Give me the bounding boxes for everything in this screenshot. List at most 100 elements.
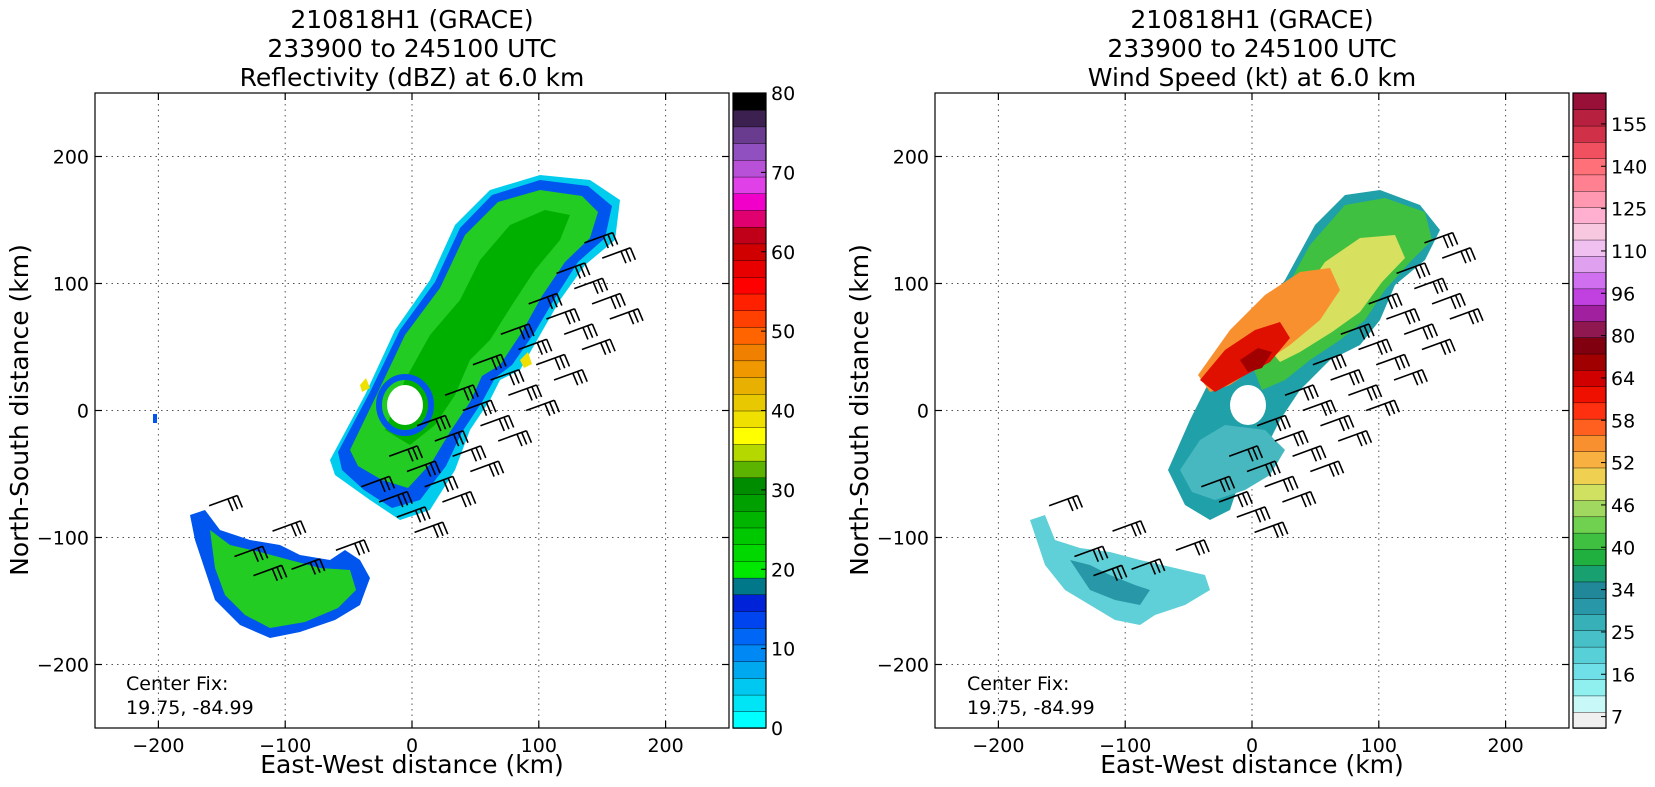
- colorbar-tick-label: 0: [771, 718, 783, 740]
- panel-title-line2: 233900 to 245100 UTC: [267, 34, 556, 63]
- eyewall-ring: [376, 374, 434, 436]
- x-tick-label: 100: [1361, 735, 1397, 757]
- wind-barb: [378, 490, 413, 508]
- colorbar-tick-label: 25: [1611, 622, 1635, 644]
- colorbar-segment: [732, 610, 767, 629]
- wind-barb: [406, 460, 441, 477]
- colorbar-segment: [1572, 646, 1607, 664]
- colorbar-tick-label: 46: [1611, 495, 1635, 517]
- y-tick-label: 0: [77, 401, 89, 423]
- wind-barb: [442, 490, 477, 508]
- colorbar-segment: [732, 677, 767, 696]
- x-tick-label: 200: [647, 735, 683, 757]
- colorbar-segment: [732, 477, 767, 495]
- colorbar-segment: [1572, 467, 1607, 485]
- panel-title-line1: 210818H1 (GRACE): [290, 5, 533, 34]
- colorbar-segment: [732, 343, 767, 362]
- colorbar-segment: [732, 259, 767, 278]
- wind-barb: [1218, 490, 1253, 508]
- panel-title-line3: Reflectivity (dBZ) at 6.0 km: [240, 63, 585, 92]
- colorbar-segment: [732, 577, 767, 596]
- wind-barb: [470, 460, 505, 477]
- wind-barb: [1403, 323, 1439, 340]
- colorbar-segment: [1572, 418, 1607, 436]
- wind-barb: [462, 399, 497, 416]
- y-tick-label: 200: [53, 147, 89, 169]
- wind-barb: [584, 231, 619, 249]
- colorbar-segment: [1572, 597, 1607, 615]
- wind-barb: [1074, 545, 1109, 562]
- y-tick-label: 200: [893, 147, 929, 169]
- wind-barb: [1348, 384, 1383, 401]
- colorbar-segment: [732, 109, 767, 128]
- wind-barb: [563, 323, 599, 340]
- wind-barb: [1368, 292, 1403, 310]
- colorbar-segment: [732, 510, 767, 529]
- colorbar-tick-label: 16: [1611, 664, 1635, 686]
- wind-dark-red-max: [1240, 348, 1272, 372]
- wind-barb: [497, 429, 533, 447]
- center-fix-value: 19.75, -84.99: [126, 697, 254, 719]
- colorbar-segment: [1572, 337, 1607, 355]
- y-tick-label: −200: [37, 655, 89, 677]
- colorbar-segment: [732, 543, 767, 562]
- wind-barb: [480, 414, 515, 432]
- wind-barb: [518, 338, 553, 355]
- colorbar-segment: [1572, 223, 1607, 241]
- wind-barb: [1431, 292, 1466, 310]
- colorbar-segment: [1572, 695, 1607, 713]
- colorbar-segment: [1572, 304, 1607, 322]
- colorbar-segment: [1572, 92, 1607, 110]
- colorbar-segment: [1572, 662, 1607, 680]
- wind-barb: [546, 308, 581, 325]
- wind-barb: [508, 384, 543, 401]
- colorbar-segment: [1572, 174, 1607, 192]
- colorbar-tick-label: 155: [1611, 114, 1647, 136]
- colorbar-tick-label: 96: [1611, 283, 1635, 305]
- colorbar-segment: [1572, 288, 1607, 306]
- wind-barb: [1048, 494, 1084, 512]
- eye: [387, 385, 423, 425]
- colorbar-segment: [1572, 141, 1607, 159]
- y-axis-label: North-South distance (km): [845, 244, 874, 576]
- colorbar-tick-label: 30: [771, 480, 795, 502]
- wind-barb: [1264, 475, 1299, 493]
- wind-barb: [1340, 323, 1375, 340]
- grid-lines: [935, 93, 1569, 728]
- colorbar-segment: [732, 142, 767, 161]
- x-tick-label: −100: [1099, 735, 1151, 757]
- wind-barb: [1358, 338, 1393, 355]
- y-tick-label: 0: [917, 401, 929, 423]
- center-fix-value: 19.75, -84.99: [967, 697, 1095, 719]
- colorbar-segment: [732, 293, 767, 311]
- wind-barb: [1284, 384, 1319, 401]
- wind-barb: [500, 323, 535, 340]
- colorbar-tick-label: 58: [1611, 410, 1635, 432]
- colorbar-segment: [732, 310, 767, 328]
- wind-barb: [1236, 506, 1271, 523]
- wind-barb: [1112, 520, 1147, 537]
- x-tick-label: −200: [132, 735, 184, 757]
- reflectivity-colorbar: 0 10 20 30 40 50 60 70 80: [732, 83, 795, 740]
- colorbar-segment: [1572, 499, 1607, 518]
- wind-outer-cells-dark: [1070, 560, 1150, 605]
- colorbar-segment: [1572, 451, 1607, 469]
- colorbar-segment: [732, 326, 767, 345]
- colorbar-segment: [1572, 190, 1607, 208]
- colorbar-segment: [732, 711, 767, 729]
- y-tick-label: 100: [893, 274, 929, 296]
- wind-barb: [388, 445, 424, 462]
- colorbar-tick-label: 110: [1611, 241, 1647, 263]
- y-tick-label: −100: [37, 528, 89, 550]
- x-axis-label: East-West distance (km): [260, 750, 564, 779]
- wind-barb: [272, 520, 307, 537]
- wind-barb: [1386, 308, 1421, 325]
- colorbar-tick-label: 10: [771, 639, 795, 661]
- colorbar-segment: [732, 694, 767, 712]
- colorbar-segment: [1572, 206, 1607, 224]
- wind-barb: [1282, 490, 1317, 508]
- reflectivity-field: [153, 175, 620, 638]
- wind-barb: [581, 338, 616, 355]
- wind-barb: [424, 475, 459, 493]
- colorbar-segment: [732, 527, 767, 545]
